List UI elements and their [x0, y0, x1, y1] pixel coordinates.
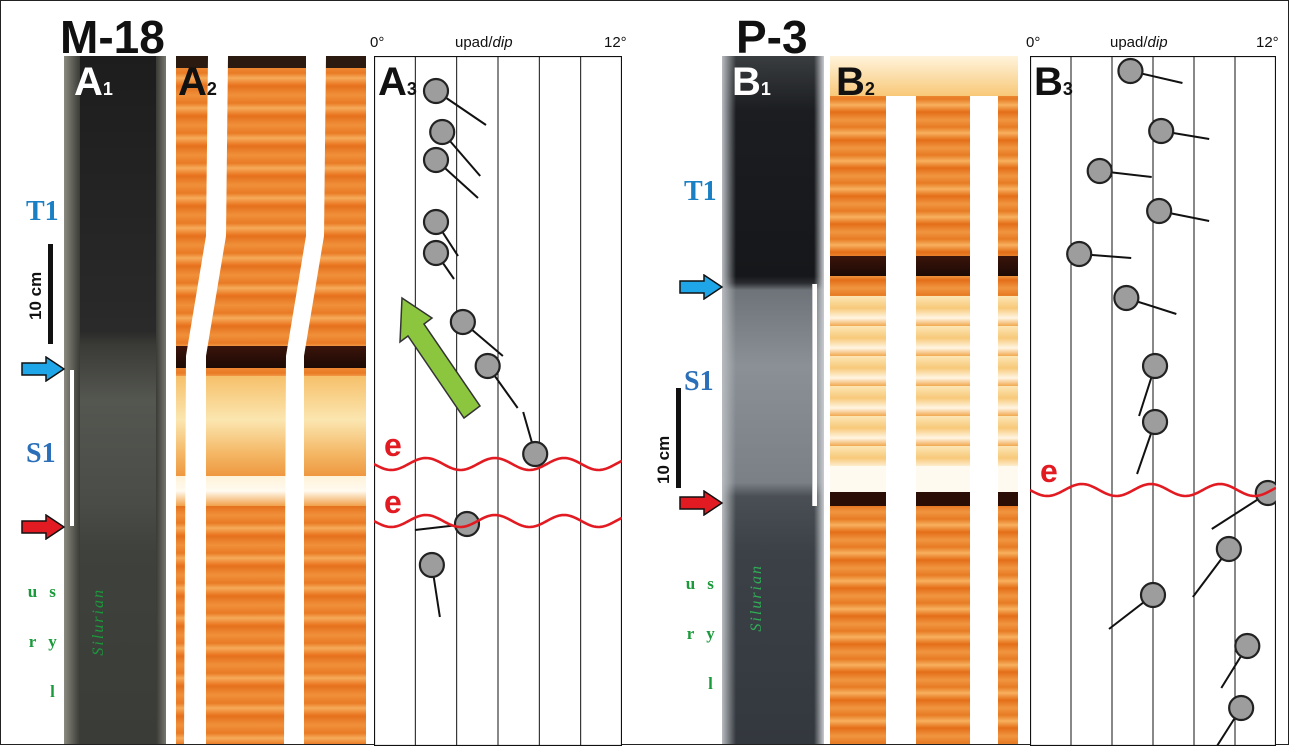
tadpole-point — [1139, 581, 1167, 609]
blue-arrow-right — [679, 274, 724, 300]
scale-label-right: 10 cm — [654, 435, 673, 484]
tadpole-point — [422, 146, 450, 174]
tadpole-point — [1215, 535, 1242, 563]
image-log-b2-gaps — [886, 96, 998, 744]
axis-min-label-b: 0° — [1026, 34, 1041, 51]
erosion-surface — [1030, 482, 1276, 498]
left-well-title: M-18 — [60, 11, 165, 63]
scale-label-left: 10 cm — [26, 271, 45, 320]
tadpole-point — [418, 551, 445, 579]
silurian-label-left: Silurian — [90, 588, 107, 656]
silurian-label-right: Silurian — [748, 564, 765, 632]
tadpole-point — [422, 77, 450, 105]
tadpole-point — [522, 440, 549, 468]
panel-label-b1: B1 — [732, 60, 771, 104]
tadpole-point — [474, 352, 501, 380]
erosion-label: e — [1040, 453, 1058, 489]
image-log-a2-gaps — [184, 56, 326, 744]
tadpole-point — [429, 118, 456, 146]
erosion-surface — [374, 513, 622, 529]
tadpole-point — [453, 510, 481, 538]
interval-line-right — [812, 284, 817, 506]
t1-label-left: T1 — [26, 196, 59, 227]
axis-min-label-a: 0° — [370, 34, 385, 51]
erosion-label: e — [384, 484, 402, 520]
core-photo-b1 — [722, 56, 824, 744]
erosion-label: e — [384, 427, 402, 463]
sylur-label-right: s y l u r — [681, 574, 720, 699]
red-arrow-right — [679, 490, 724, 516]
interval-line-left — [70, 370, 74, 526]
tadpole-point — [1066, 240, 1093, 268]
erosion-surface — [374, 456, 622, 472]
tadpole-point — [1146, 197, 1173, 225]
green-trend-arrow — [399, 296, 482, 420]
panel-label-a2: A2 — [178, 60, 217, 104]
tadpole-point — [1113, 284, 1140, 312]
axis-max-label-b: 12° — [1256, 34, 1279, 51]
sylur-label-left: s y l u r — [23, 582, 62, 707]
axis-max-label-a: 12° — [604, 34, 627, 51]
tadpole-point — [1234, 632, 1261, 660]
tadpole-point — [1086, 157, 1113, 185]
scale-bar-right — [676, 388, 681, 488]
tadpole-point — [449, 308, 476, 336]
dip-chart-a3: ee — [374, 56, 622, 746]
axis-title-a: upad/dip — [455, 34, 513, 51]
panel-label-a1: A1 — [74, 60, 113, 104]
tadpole-point — [1141, 408, 1169, 436]
tadpole-point — [1117, 57, 1144, 85]
core-photo-a1 — [64, 56, 166, 744]
scale-bar-left — [48, 244, 53, 344]
red-arrow-left — [21, 514, 66, 540]
tadpole-point — [1141, 352, 1169, 380]
t1-label-right: T1 — [684, 176, 717, 207]
s1-label-right: S1 — [684, 366, 714, 397]
right-well-title: P-3 — [736, 11, 808, 63]
tadpole-point — [422, 239, 450, 267]
tadpole-point — [422, 208, 450, 236]
s1-label-left: S1 — [26, 438, 56, 469]
panel-label-a3: A3 — [378, 60, 417, 104]
tadpole-point — [1228, 694, 1255, 722]
panel-label-b2: B2 — [836, 60, 875, 104]
tadpole-point — [1148, 117, 1175, 145]
panel-label-b3: B3 — [1034, 60, 1073, 104]
blue-arrow-left — [21, 356, 66, 382]
dip-chart-b3: e — [1030, 56, 1276, 746]
axis-title-b: upad/dip — [1110, 34, 1168, 51]
